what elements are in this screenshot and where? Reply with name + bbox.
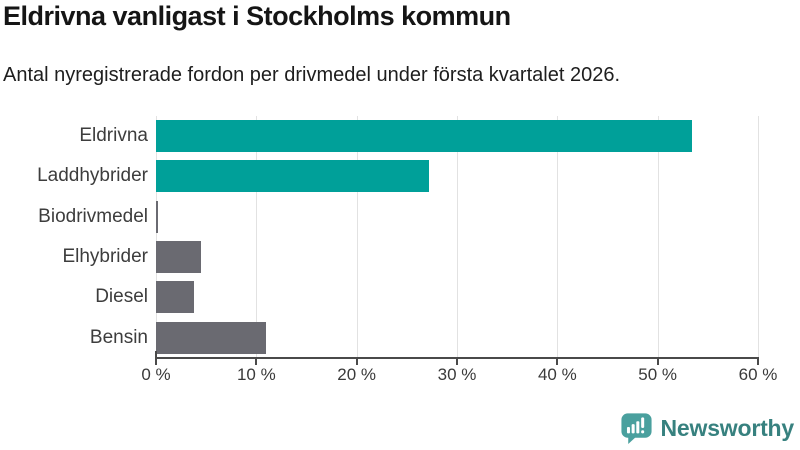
bars-layer — [156, 116, 758, 358]
bar-row — [156, 318, 758, 358]
x-axis-tick-label: 40 % — [537, 365, 577, 384]
x-axis-tick-label: 20 % — [337, 365, 377, 384]
x-axis-tick-label: 60 % — [738, 365, 778, 384]
gridline — [256, 116, 258, 358]
mini-bar-3 — [635, 421, 639, 434]
bar — [156, 240, 202, 273]
chart-subtitle: Antal nyregistrerade fordon per drivmede… — [3, 64, 621, 86]
category-label: Laddhybrider — [37, 165, 148, 187]
category-label: Bensin — [89, 326, 148, 348]
x-axis-line — [155, 357, 759, 359]
bar-row — [156, 197, 758, 237]
gridline — [557, 116, 559, 358]
bar-row — [156, 277, 758, 317]
chart-title: Eldrivna vanligast i Stockholms kommun — [3, 1, 511, 31]
category-label: Biodrivmedel — [38, 205, 148, 227]
bar — [156, 321, 267, 354]
bar — [156, 281, 195, 314]
x-axis-tick-label: 10 % — [236, 365, 276, 384]
x-axis-tick — [255, 359, 258, 365]
mini-bar-1 — [626, 427, 630, 434]
x-axis-tick — [656, 359, 659, 365]
bar — [156, 120, 692, 152]
x-axis-tick-label: 30 % — [437, 365, 477, 384]
bar-row — [156, 116, 758, 156]
bar — [156, 160, 429, 193]
x-axis-tick — [757, 359, 759, 365]
mini-bar-2 — [631, 424, 635, 434]
newsworthy-brand-label: Newsworthy — [660, 415, 795, 441]
gridline — [156, 116, 157, 358]
bar — [156, 200, 158, 233]
newsworthy-speech-bubble-bar-chart-icon — [620, 413, 652, 445]
gridline — [356, 116, 358, 358]
exclamation-dot — [640, 430, 644, 434]
x-axis-tick — [155, 359, 157, 365]
bar-row — [156, 156, 758, 196]
newsworthy-logo[interactable]: Newsworthy — [619, 411, 794, 446]
gridline — [758, 116, 759, 358]
bar-row — [156, 237, 758, 277]
x-axis-tick — [456, 359, 458, 365]
plot-area — [156, 116, 759, 358]
x-axis-tick-zero-up — [155, 351, 157, 357]
category-label: Eldrivna — [79, 125, 148, 146]
x-axis-tick — [355, 359, 358, 365]
x-axis-tick-label: 0 % — [141, 365, 171, 384]
exclamation-stem — [640, 417, 644, 429]
x-axis-tick — [556, 359, 559, 365]
category-label: Elhybrider — [62, 245, 148, 267]
x-axis-tick-label: 50 % — [638, 365, 678, 384]
category-label: Diesel — [95, 286, 148, 308]
gridline — [457, 116, 458, 358]
gridline — [657, 116, 659, 358]
category-labels: Eldrivna Laddhybrider Biodrivmedel Elhybrid… — [0, 116, 148, 358]
